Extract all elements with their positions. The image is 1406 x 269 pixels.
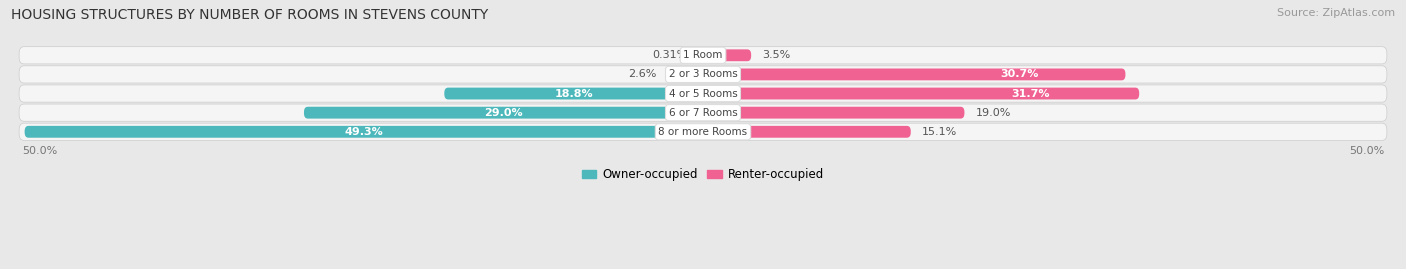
Text: 2 or 3 Rooms: 2 or 3 Rooms: [669, 69, 737, 79]
FancyBboxPatch shape: [20, 104, 1386, 121]
FancyBboxPatch shape: [703, 49, 751, 61]
Text: 31.7%: 31.7%: [1011, 89, 1049, 98]
Text: 50.0%: 50.0%: [22, 146, 58, 155]
Text: 19.0%: 19.0%: [976, 108, 1011, 118]
FancyBboxPatch shape: [444, 88, 703, 100]
FancyBboxPatch shape: [20, 47, 1386, 64]
FancyBboxPatch shape: [703, 126, 911, 138]
FancyBboxPatch shape: [703, 69, 1125, 80]
FancyBboxPatch shape: [668, 69, 703, 80]
Text: 6 or 7 Rooms: 6 or 7 Rooms: [669, 108, 737, 118]
Text: 8 or more Rooms: 8 or more Rooms: [658, 127, 748, 137]
Text: 30.7%: 30.7%: [1001, 69, 1039, 79]
Text: 1 Room: 1 Room: [683, 50, 723, 60]
FancyBboxPatch shape: [304, 107, 703, 119]
Text: 2.6%: 2.6%: [628, 69, 657, 79]
Text: 3.5%: 3.5%: [762, 50, 790, 60]
Text: 4 or 5 Rooms: 4 or 5 Rooms: [669, 89, 737, 98]
Text: 0.31%: 0.31%: [652, 50, 688, 60]
FancyBboxPatch shape: [703, 88, 1139, 100]
FancyBboxPatch shape: [703, 107, 965, 119]
Text: 15.1%: 15.1%: [922, 127, 957, 137]
Text: 18.8%: 18.8%: [554, 89, 593, 98]
Text: HOUSING STRUCTURES BY NUMBER OF ROOMS IN STEVENS COUNTY: HOUSING STRUCTURES BY NUMBER OF ROOMS IN…: [11, 8, 488, 22]
Legend: Owner-occupied, Renter-occupied: Owner-occupied, Renter-occupied: [578, 163, 828, 186]
FancyBboxPatch shape: [20, 66, 1386, 83]
Text: 29.0%: 29.0%: [484, 108, 523, 118]
Text: 49.3%: 49.3%: [344, 127, 384, 137]
FancyBboxPatch shape: [699, 49, 703, 61]
Text: Source: ZipAtlas.com: Source: ZipAtlas.com: [1277, 8, 1395, 18]
FancyBboxPatch shape: [20, 85, 1386, 102]
FancyBboxPatch shape: [20, 123, 1386, 140]
Text: 50.0%: 50.0%: [1348, 146, 1384, 155]
FancyBboxPatch shape: [25, 126, 703, 138]
